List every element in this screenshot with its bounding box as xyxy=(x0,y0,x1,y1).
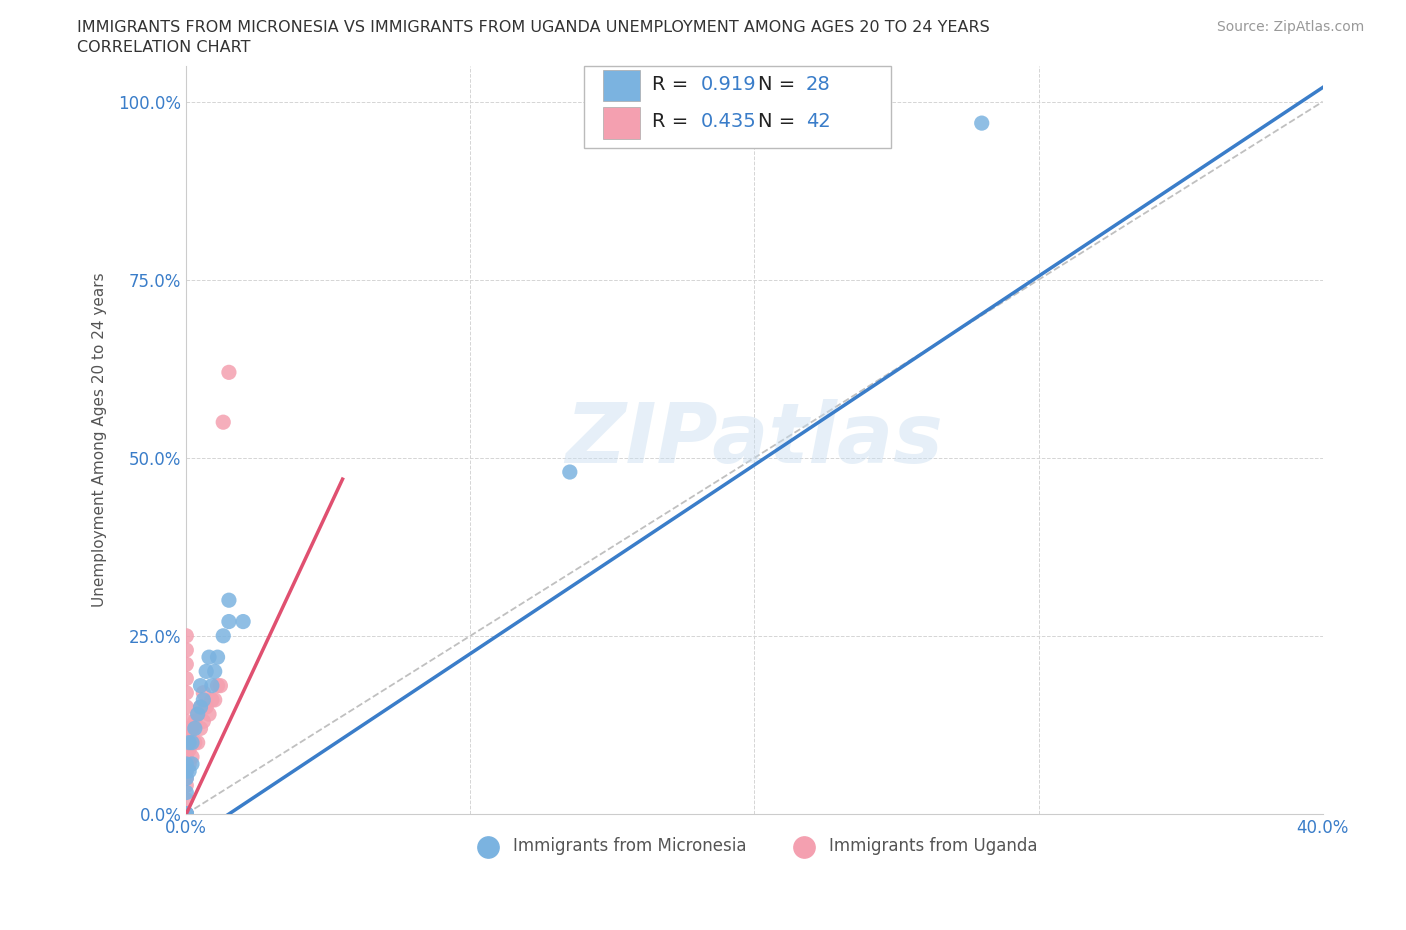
Point xyxy=(190,721,212,736)
Point xyxy=(179,742,201,757)
Point xyxy=(176,777,198,792)
Point xyxy=(179,756,201,771)
Text: 0.435: 0.435 xyxy=(702,112,756,131)
Point xyxy=(212,629,235,644)
Text: IMMIGRANTS FROM MICRONESIA VS IMMIGRANTS FROM UGANDA UNEMPLOYMENT AMONG AGES 20 : IMMIGRANTS FROM MICRONESIA VS IMMIGRANTS… xyxy=(77,20,990,35)
Point xyxy=(190,699,212,714)
Point xyxy=(201,693,224,708)
Point xyxy=(218,365,240,379)
Bar xyxy=(603,107,640,139)
Point xyxy=(181,756,204,771)
Point xyxy=(176,806,198,821)
Point xyxy=(190,699,212,714)
Point xyxy=(195,664,218,679)
Text: 42: 42 xyxy=(806,112,831,131)
Point xyxy=(204,693,226,708)
Point xyxy=(204,664,226,679)
Point xyxy=(195,699,218,714)
Point xyxy=(176,629,198,644)
Point xyxy=(176,771,198,786)
Point xyxy=(176,699,198,714)
Point xyxy=(207,678,229,693)
Point xyxy=(179,764,201,778)
Point xyxy=(184,721,207,736)
Point xyxy=(176,750,198,764)
Point xyxy=(184,736,207,751)
Point xyxy=(176,806,198,821)
Point xyxy=(212,415,235,430)
Point xyxy=(187,707,209,722)
Point xyxy=(176,685,198,700)
Point xyxy=(176,756,198,771)
Point xyxy=(176,806,198,821)
Point xyxy=(232,614,254,629)
Point xyxy=(176,742,198,757)
Point xyxy=(970,115,993,130)
Point xyxy=(176,714,198,729)
Bar xyxy=(603,70,640,101)
FancyBboxPatch shape xyxy=(583,66,891,149)
Point xyxy=(218,592,240,607)
Point xyxy=(181,721,204,736)
Point xyxy=(181,750,204,764)
Point xyxy=(187,707,209,722)
Point xyxy=(176,806,198,821)
Point xyxy=(179,728,201,743)
Point xyxy=(193,714,215,729)
Point xyxy=(176,785,198,800)
Text: ZIPatlas: ZIPatlas xyxy=(565,400,943,481)
Point xyxy=(207,650,229,665)
Point xyxy=(176,771,198,786)
Text: 0.919: 0.919 xyxy=(702,74,756,94)
Point xyxy=(198,650,221,665)
Point xyxy=(193,685,215,700)
Point xyxy=(187,736,209,751)
Point xyxy=(176,764,198,778)
Point xyxy=(193,693,215,708)
Text: 28: 28 xyxy=(806,74,831,94)
Point xyxy=(176,756,198,771)
Point xyxy=(181,736,204,751)
Text: N =: N = xyxy=(758,112,801,131)
Y-axis label: Unemployment Among Ages 20 to 24 years: Unemployment Among Ages 20 to 24 years xyxy=(93,272,107,607)
Point xyxy=(198,707,221,722)
Text: R =: R = xyxy=(652,112,695,131)
Point xyxy=(218,614,240,629)
Point xyxy=(184,714,207,729)
Point xyxy=(176,657,198,671)
Point xyxy=(176,806,198,821)
Point xyxy=(176,806,198,821)
Point xyxy=(176,721,198,736)
Point xyxy=(176,806,198,821)
Point xyxy=(176,671,198,686)
Point xyxy=(209,678,232,693)
Point xyxy=(176,736,198,751)
Point xyxy=(179,736,201,751)
Text: CORRELATION CHART: CORRELATION CHART xyxy=(77,40,250,55)
Point xyxy=(176,806,198,821)
Legend: Immigrants from Micronesia, Immigrants from Uganda: Immigrants from Micronesia, Immigrants f… xyxy=(464,830,1045,861)
Text: R =: R = xyxy=(652,74,695,94)
Point xyxy=(176,806,198,821)
Point xyxy=(176,764,198,778)
Point xyxy=(176,643,198,658)
Point xyxy=(558,465,581,480)
Text: N =: N = xyxy=(758,74,801,94)
Point xyxy=(190,678,212,693)
Point xyxy=(201,678,224,693)
Point xyxy=(176,792,198,807)
Text: Source: ZipAtlas.com: Source: ZipAtlas.com xyxy=(1216,20,1364,34)
